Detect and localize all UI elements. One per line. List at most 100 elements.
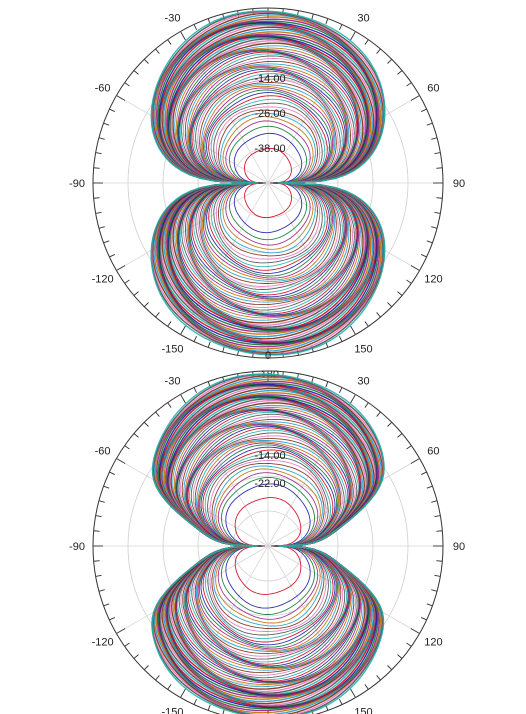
series-line (164, 31, 372, 335)
angle-tick (339, 335, 343, 342)
series-line (195, 76, 341, 290)
angle-tick (143, 302, 149, 308)
series-line (217, 472, 319, 620)
series-line (189, 67, 347, 299)
series-line (202, 449, 334, 643)
series-line (197, 79, 339, 287)
angle-tick (180, 688, 186, 698)
series-line (151, 373, 385, 714)
series-line (215, 468, 321, 624)
angle-tick (406, 642, 412, 647)
series-line (172, 404, 364, 688)
angle-label: 120 (424, 637, 442, 649)
angle-tick (397, 654, 403, 659)
series-line (209, 460, 327, 632)
series-line (200, 446, 336, 646)
series-line (184, 422, 352, 670)
angle-tick (116, 265, 126, 271)
series-line (174, 45, 362, 321)
series-line (191, 70, 345, 296)
series-line (220, 112, 316, 254)
angle-tick (98, 589, 105, 592)
angle-tick (93, 530, 100, 532)
series-line (150, 10, 386, 356)
series-line (204, 452, 332, 640)
angle-tick (155, 312, 160, 318)
series-line (210, 98, 326, 268)
angle-tick (397, 291, 403, 296)
series-line (186, 425, 350, 667)
angle-tick (133, 70, 139, 75)
angle-label: 60 (427, 83, 439, 95)
angle-tick (436, 197, 443, 199)
series-line (208, 95, 328, 271)
angle-tick (410, 628, 420, 634)
angle-tick (364, 39, 369, 45)
angle-tick (180, 325, 186, 335)
angle-tick (350, 688, 356, 698)
angle-label: 90 (453, 541, 465, 553)
angle-tick (406, 82, 412, 87)
angle-tick (434, 211, 441, 214)
angle-tick (109, 471, 116, 475)
angle-tick (410, 265, 420, 271)
angle-label: 30 (357, 13, 369, 25)
series-line (155, 18, 381, 348)
series-line (207, 456, 329, 636)
angle-label: -150 (161, 343, 183, 355)
series-line (184, 423, 352, 669)
angle-label: 30 (357, 376, 369, 388)
series-line (198, 444, 338, 648)
series-line (163, 392, 373, 700)
angle-label: 0 (265, 350, 271, 362)
series-line (182, 58, 354, 308)
series-line (184, 60, 352, 306)
angle-label: -30 (165, 13, 181, 25)
angle-tick (193, 24, 197, 31)
angle-label: -120 (92, 274, 114, 286)
angle-tick (350, 31, 356, 41)
angle-tick (376, 411, 381, 417)
angle-tick (116, 95, 126, 101)
angle-tick (180, 31, 186, 41)
angle-label: -150 (161, 706, 183, 714)
angle-tick (376, 48, 381, 54)
series-line (178, 413, 358, 679)
series-line (177, 50, 359, 316)
series-line (166, 33, 370, 333)
angle-tick (167, 684, 172, 690)
series-line (169, 38, 367, 328)
series-line (179, 416, 357, 676)
radial-label: -14.00 (254, 73, 285, 85)
angle-label: -90 (69, 178, 85, 190)
angle-tick (93, 560, 100, 562)
series-line (154, 16, 382, 350)
angle-tick (116, 458, 126, 464)
series-line (193, 73, 343, 293)
angle-tick (193, 698, 197, 705)
angle-tick (103, 485, 110, 489)
series-line (234, 497, 302, 595)
series-line (154, 378, 382, 714)
angle-tick (364, 684, 369, 690)
angle-tick (155, 411, 160, 417)
angle-tick (222, 346, 225, 353)
angle-tick (397, 70, 403, 75)
series-line (177, 49, 359, 317)
series-line (213, 465, 323, 627)
angle-tick (376, 312, 381, 318)
angle-label: -120 (92, 637, 114, 649)
angle-tick (420, 471, 427, 475)
angle-tick (350, 394, 356, 404)
angle-tick (143, 421, 149, 427)
series-line (225, 483, 311, 609)
angle-tick (124, 279, 130, 284)
series-line (178, 51, 358, 315)
angle-label: 150 (354, 706, 372, 714)
angle-tick (116, 628, 126, 634)
series-line (189, 429, 347, 663)
series-line (221, 477, 315, 615)
angle-tick (193, 335, 197, 342)
angle-tick (387, 421, 393, 427)
angle-tick (143, 665, 149, 671)
